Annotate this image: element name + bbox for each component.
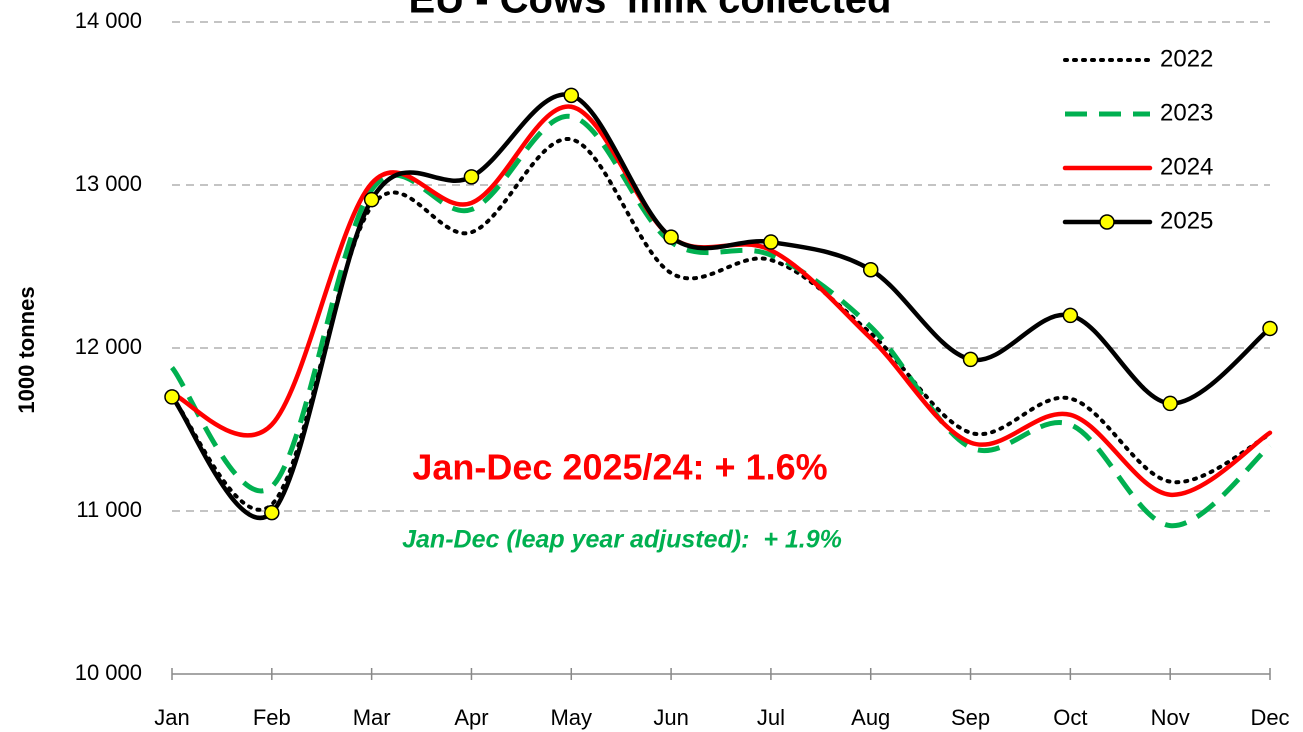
annotation: Jan-Dec (leap year adjusted): + 1.9% [402,526,842,554]
data-point [962,351,979,368]
x-tick-label: Dec [1250,705,1289,730]
data-point [663,229,679,245]
x-tick-label: Mar [353,705,391,730]
y-tick-label: 12 000 [75,334,142,359]
data-point [763,234,779,250]
data-point [1062,307,1079,324]
annotation: Jan-Dec 2025/24: + 1.6% [412,447,827,488]
legend-label: 2024 [1160,153,1213,180]
x-tick-label: Sep [951,705,990,730]
legend-label: 2023 [1160,99,1213,126]
y-tick-label: 11 000 [76,497,142,522]
y-tick-label: 13 000 [75,171,142,196]
x-tick-label: Aug [851,705,890,730]
data-point [363,191,380,208]
x-tick-label: Jan [154,705,189,730]
data-point [164,389,180,405]
x-tick-label: Feb [253,705,291,730]
x-tick-label: Oct [1053,705,1087,730]
data-point [862,262,879,278]
chart-title: EU - Cows' milk collected [409,0,892,22]
data-point [463,169,480,185]
legend-label: 2022 [1160,45,1213,72]
legend-label: 2025 [1160,207,1213,234]
data-point [563,87,580,104]
y-axis-label: 1000 tonnes [14,286,39,413]
x-tick-label: May [550,705,592,730]
data-point [1162,395,1178,412]
y-tick-label: 14 000 [75,8,142,33]
x-tick-label: Nov [1151,705,1190,730]
y-tick-label: 10 000 [75,660,142,685]
series-line [170,137,1272,512]
legend-marker [1099,214,1115,230]
x-tick-label: Apr [454,705,488,730]
x-tick-label: Jul [757,705,785,730]
data-point [1262,320,1278,337]
x-tick-label: Jun [653,705,688,730]
data-point [264,504,280,521]
